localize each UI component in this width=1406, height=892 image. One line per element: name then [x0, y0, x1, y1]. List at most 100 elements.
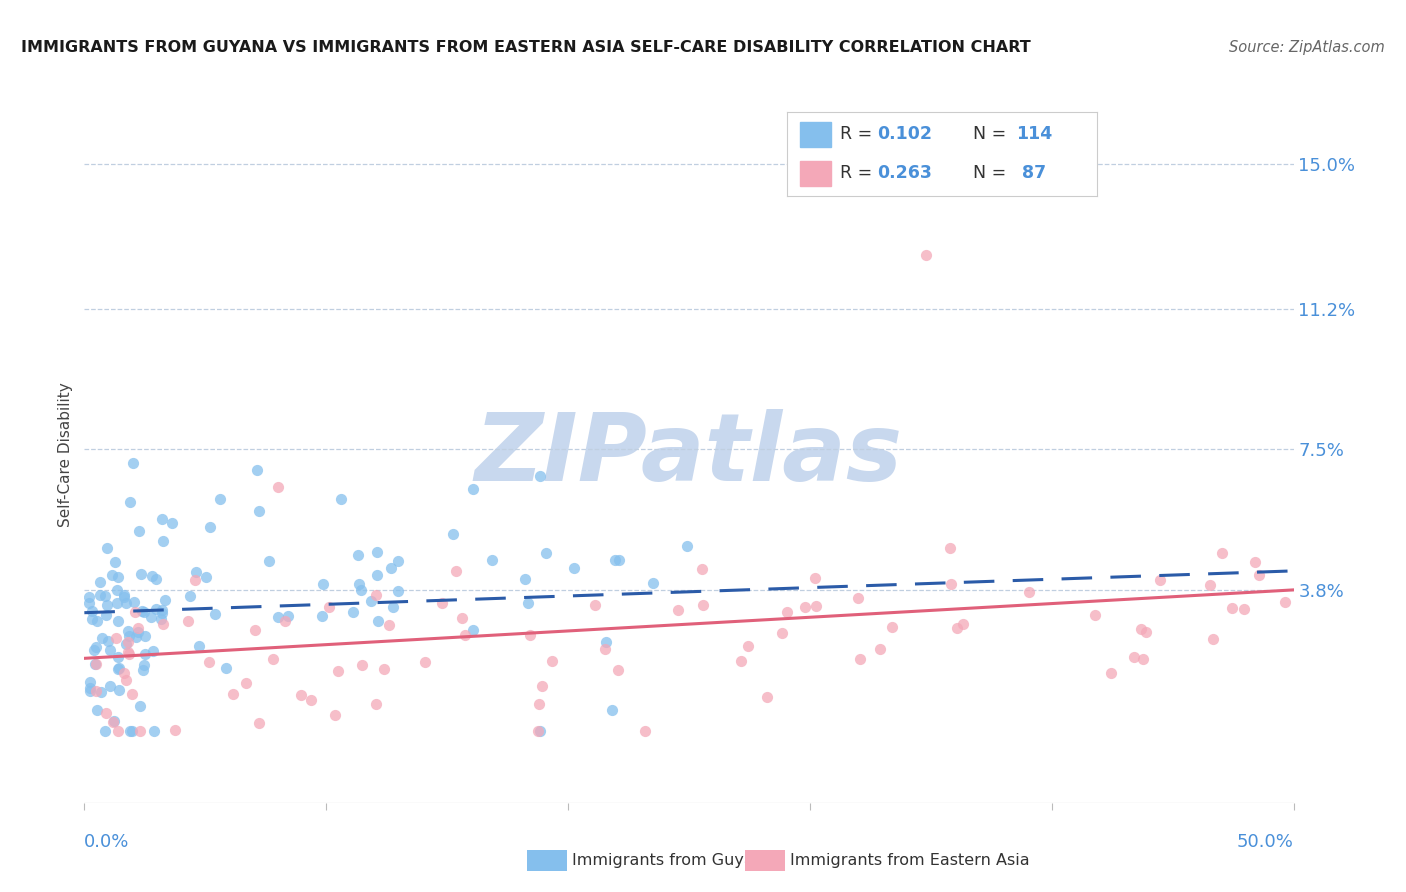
Point: [880, 620, 903, 634]
Point: [83, 657, 105, 671]
Point: [163, 723, 186, 737]
Point: [945, 621, 967, 635]
Point: [515, 573, 537, 587]
Point: [94, 589, 117, 603]
Point: [1132, 652, 1154, 666]
Point: [373, 662, 395, 676]
Text: Source: ZipAtlas.com: Source: ZipAtlas.com: [1229, 40, 1385, 55]
Point: [312, 577, 335, 591]
Point: [675, 540, 697, 554]
Point: [1233, 602, 1256, 616]
Point: [641, 575, 664, 590]
Point: [152, 534, 174, 549]
Text: 87: 87: [1017, 164, 1046, 182]
Point: [117, 624, 139, 638]
Point: [152, 617, 174, 632]
Point: [1249, 568, 1271, 582]
Point: [267, 610, 290, 624]
Point: [131, 604, 153, 618]
Point: [132, 657, 155, 672]
Point: [257, 553, 280, 567]
Point: [377, 617, 399, 632]
Point: [1149, 573, 1171, 587]
Point: [124, 605, 146, 619]
Point: [77, 590, 100, 604]
Point: [89, 575, 111, 590]
Point: [245, 623, 267, 637]
Point: [127, 625, 149, 640]
Point: [121, 687, 143, 701]
Text: N =: N =: [973, 164, 1007, 182]
Point: [793, 599, 815, 614]
Point: [112, 665, 135, 680]
Point: [107, 649, 129, 664]
Point: [104, 631, 127, 645]
Point: [107, 723, 129, 738]
Point: [806, 599, 828, 614]
Point: [150, 512, 173, 526]
Point: [114, 596, 136, 610]
Point: [350, 582, 373, 597]
Point: [593, 641, 616, 656]
Point: [1274, 595, 1296, 609]
Point: [80, 612, 103, 626]
Text: IMMIGRANTS FROM GUYANA VS IMMIGRANTS FROM EASTERN ASIA SELF-CARE DISABILITY CORR: IMMIGRANTS FROM GUYANA VS IMMIGRANTS FRO…: [21, 40, 1031, 55]
Bar: [800, 121, 831, 147]
Point: [352, 657, 374, 672]
Text: R =: R =: [839, 126, 872, 144]
Point: [105, 582, 128, 597]
Point: [529, 698, 551, 712]
Point: [366, 545, 388, 559]
Point: [117, 635, 139, 649]
Point: [96, 598, 118, 612]
Point: [1220, 600, 1243, 615]
Point: [1084, 608, 1107, 623]
Point: [222, 687, 245, 701]
Point: [730, 654, 752, 668]
Point: [1199, 578, 1222, 592]
Point: [342, 606, 364, 620]
Point: [607, 553, 630, 567]
Point: [1135, 625, 1157, 640]
Point: [112, 588, 135, 602]
Text: 0.102: 0.102: [877, 126, 932, 144]
Point: [516, 596, 538, 610]
Point: [77, 596, 100, 610]
Point: [127, 621, 149, 635]
Point: [121, 456, 143, 470]
Point: [128, 723, 150, 738]
Text: 50.0%: 50.0%: [1237, 833, 1294, 851]
Point: [846, 591, 869, 606]
Point: [360, 594, 382, 608]
Point: [84, 640, 107, 654]
Point: [128, 524, 150, 538]
Point: [179, 589, 201, 603]
Point: [83, 643, 105, 657]
Point: [131, 567, 153, 582]
Point: [915, 248, 938, 262]
Point: [247, 504, 270, 518]
Point: [1211, 546, 1233, 560]
Point: [804, 571, 827, 585]
Point: [129, 699, 152, 714]
Point: [200, 519, 222, 533]
Point: [690, 562, 713, 576]
Point: [79, 684, 101, 698]
Point: [82, 604, 104, 618]
Text: Immigrants from Eastern Asia: Immigrants from Eastern Asia: [790, 854, 1029, 868]
Point: [364, 588, 387, 602]
Point: [107, 570, 129, 584]
Point: [86, 657, 108, 671]
Point: [195, 570, 218, 584]
Point: [98, 643, 121, 657]
Point: [93, 723, 115, 738]
Point: [107, 662, 129, 676]
Point: [451, 610, 474, 624]
Point: [536, 546, 558, 560]
Point: [115, 673, 138, 687]
Point: [132, 605, 155, 619]
Text: 0.263: 0.263: [877, 164, 932, 182]
Point: [367, 614, 389, 628]
Point: [318, 599, 340, 614]
Point: [134, 629, 156, 643]
